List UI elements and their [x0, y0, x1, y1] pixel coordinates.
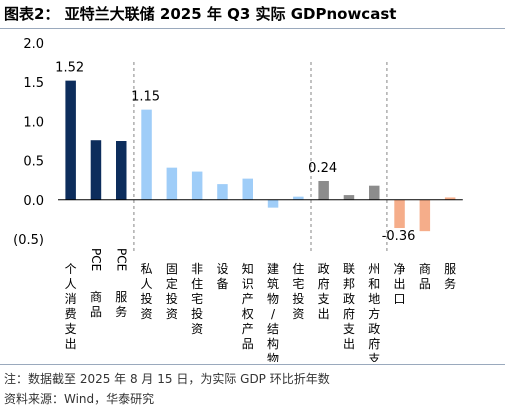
x-tick-label: 知识产权产品	[242, 262, 254, 351]
x-tick-label: 固定投资	[166, 262, 178, 321]
x-axis-labels: 个人消费支出 商品 PCE 服务 PCE 私人投资 固定投资 非住宅投资 设备 知识产权产品 建筑物…	[65, 248, 457, 362]
x-tick-label: 服务	[444, 262, 456, 291]
x-tick-label-latin: PCE	[114, 248, 128, 271]
group-separators	[133, 62, 388, 252]
x-tick-label: 非住宅投资	[191, 262, 203, 336]
footer-divider	[0, 364, 505, 365]
x-tick-label: 州和地方政府支出	[368, 262, 380, 362]
bar	[191, 171, 203, 200]
bar	[116, 141, 127, 200]
y-tick-label: 0.5	[23, 155, 44, 170]
data-labels: 1.52 1.15 0.24 -0.36	[55, 61, 415, 244]
bar	[343, 195, 355, 200]
y-tick-label: (0.5)	[13, 233, 44, 248]
data-label: 1.15	[131, 90, 160, 105]
x-tick-label: 建筑物/结构物	[267, 262, 279, 362]
y-tick-label: 0.0	[23, 194, 44, 209]
x-tick-label: 个人消费支出	[65, 262, 77, 351]
bar	[394, 199, 405, 229]
bar	[166, 167, 178, 200]
x-tick-label: 设备	[216, 262, 228, 291]
x-tick-label: 私人投资	[141, 262, 153, 321]
data-label: -0.36	[382, 229, 416, 244]
x-tick-label: 住宅投资	[292, 262, 304, 321]
footnote: 注：数据截至 2025 年 8 月 15 日，为实际 GDP 环比折年数	[4, 372, 330, 386]
x-tick-label: 商品	[419, 261, 431, 291]
bar	[444, 197, 456, 200]
bar-chart: 2.0 1.5 1.0 0.5 0.0 (0.5) 1.52 1.15 0.24 -0.36 个…	[13, 37, 463, 362]
x-tick-label: 服务	[115, 290, 127, 319]
bar	[318, 180, 329, 200]
x-tick-label: 净出口	[394, 262, 406, 306]
y-tick-label: 2.0	[23, 37, 44, 52]
bar	[141, 109, 152, 200]
x-tick-label: 政府支出	[318, 262, 330, 321]
bar	[242, 178, 253, 200]
bar	[267, 199, 279, 208]
bar	[369, 185, 380, 200]
bar	[419, 199, 431, 232]
bar	[217, 184, 228, 200]
x-tick-label: 商品	[90, 289, 102, 319]
bar	[293, 196, 304, 200]
bars	[65, 80, 456, 232]
x-tick-label: 联邦政府支出	[343, 262, 355, 351]
y-axis: 2.0 1.5 1.0 0.5 0.0 (0.5)	[13, 37, 44, 248]
data-label: 0.24	[308, 161, 337, 176]
title-divider	[0, 28, 505, 29]
bar	[65, 80, 76, 200]
x-tick-label-latin: PCE	[89, 248, 103, 271]
y-tick-label: 1.5	[23, 76, 44, 91]
bar	[90, 140, 102, 200]
y-tick-label: 1.0	[23, 115, 44, 130]
source-note: 资料来源：Wind，华泰研究	[4, 392, 155, 406]
chart-title: 图表2： 亚特兰大联储 2025 年 Q3 实际 GDPnowcast	[4, 5, 397, 23]
data-label: 1.52	[55, 61, 84, 76]
